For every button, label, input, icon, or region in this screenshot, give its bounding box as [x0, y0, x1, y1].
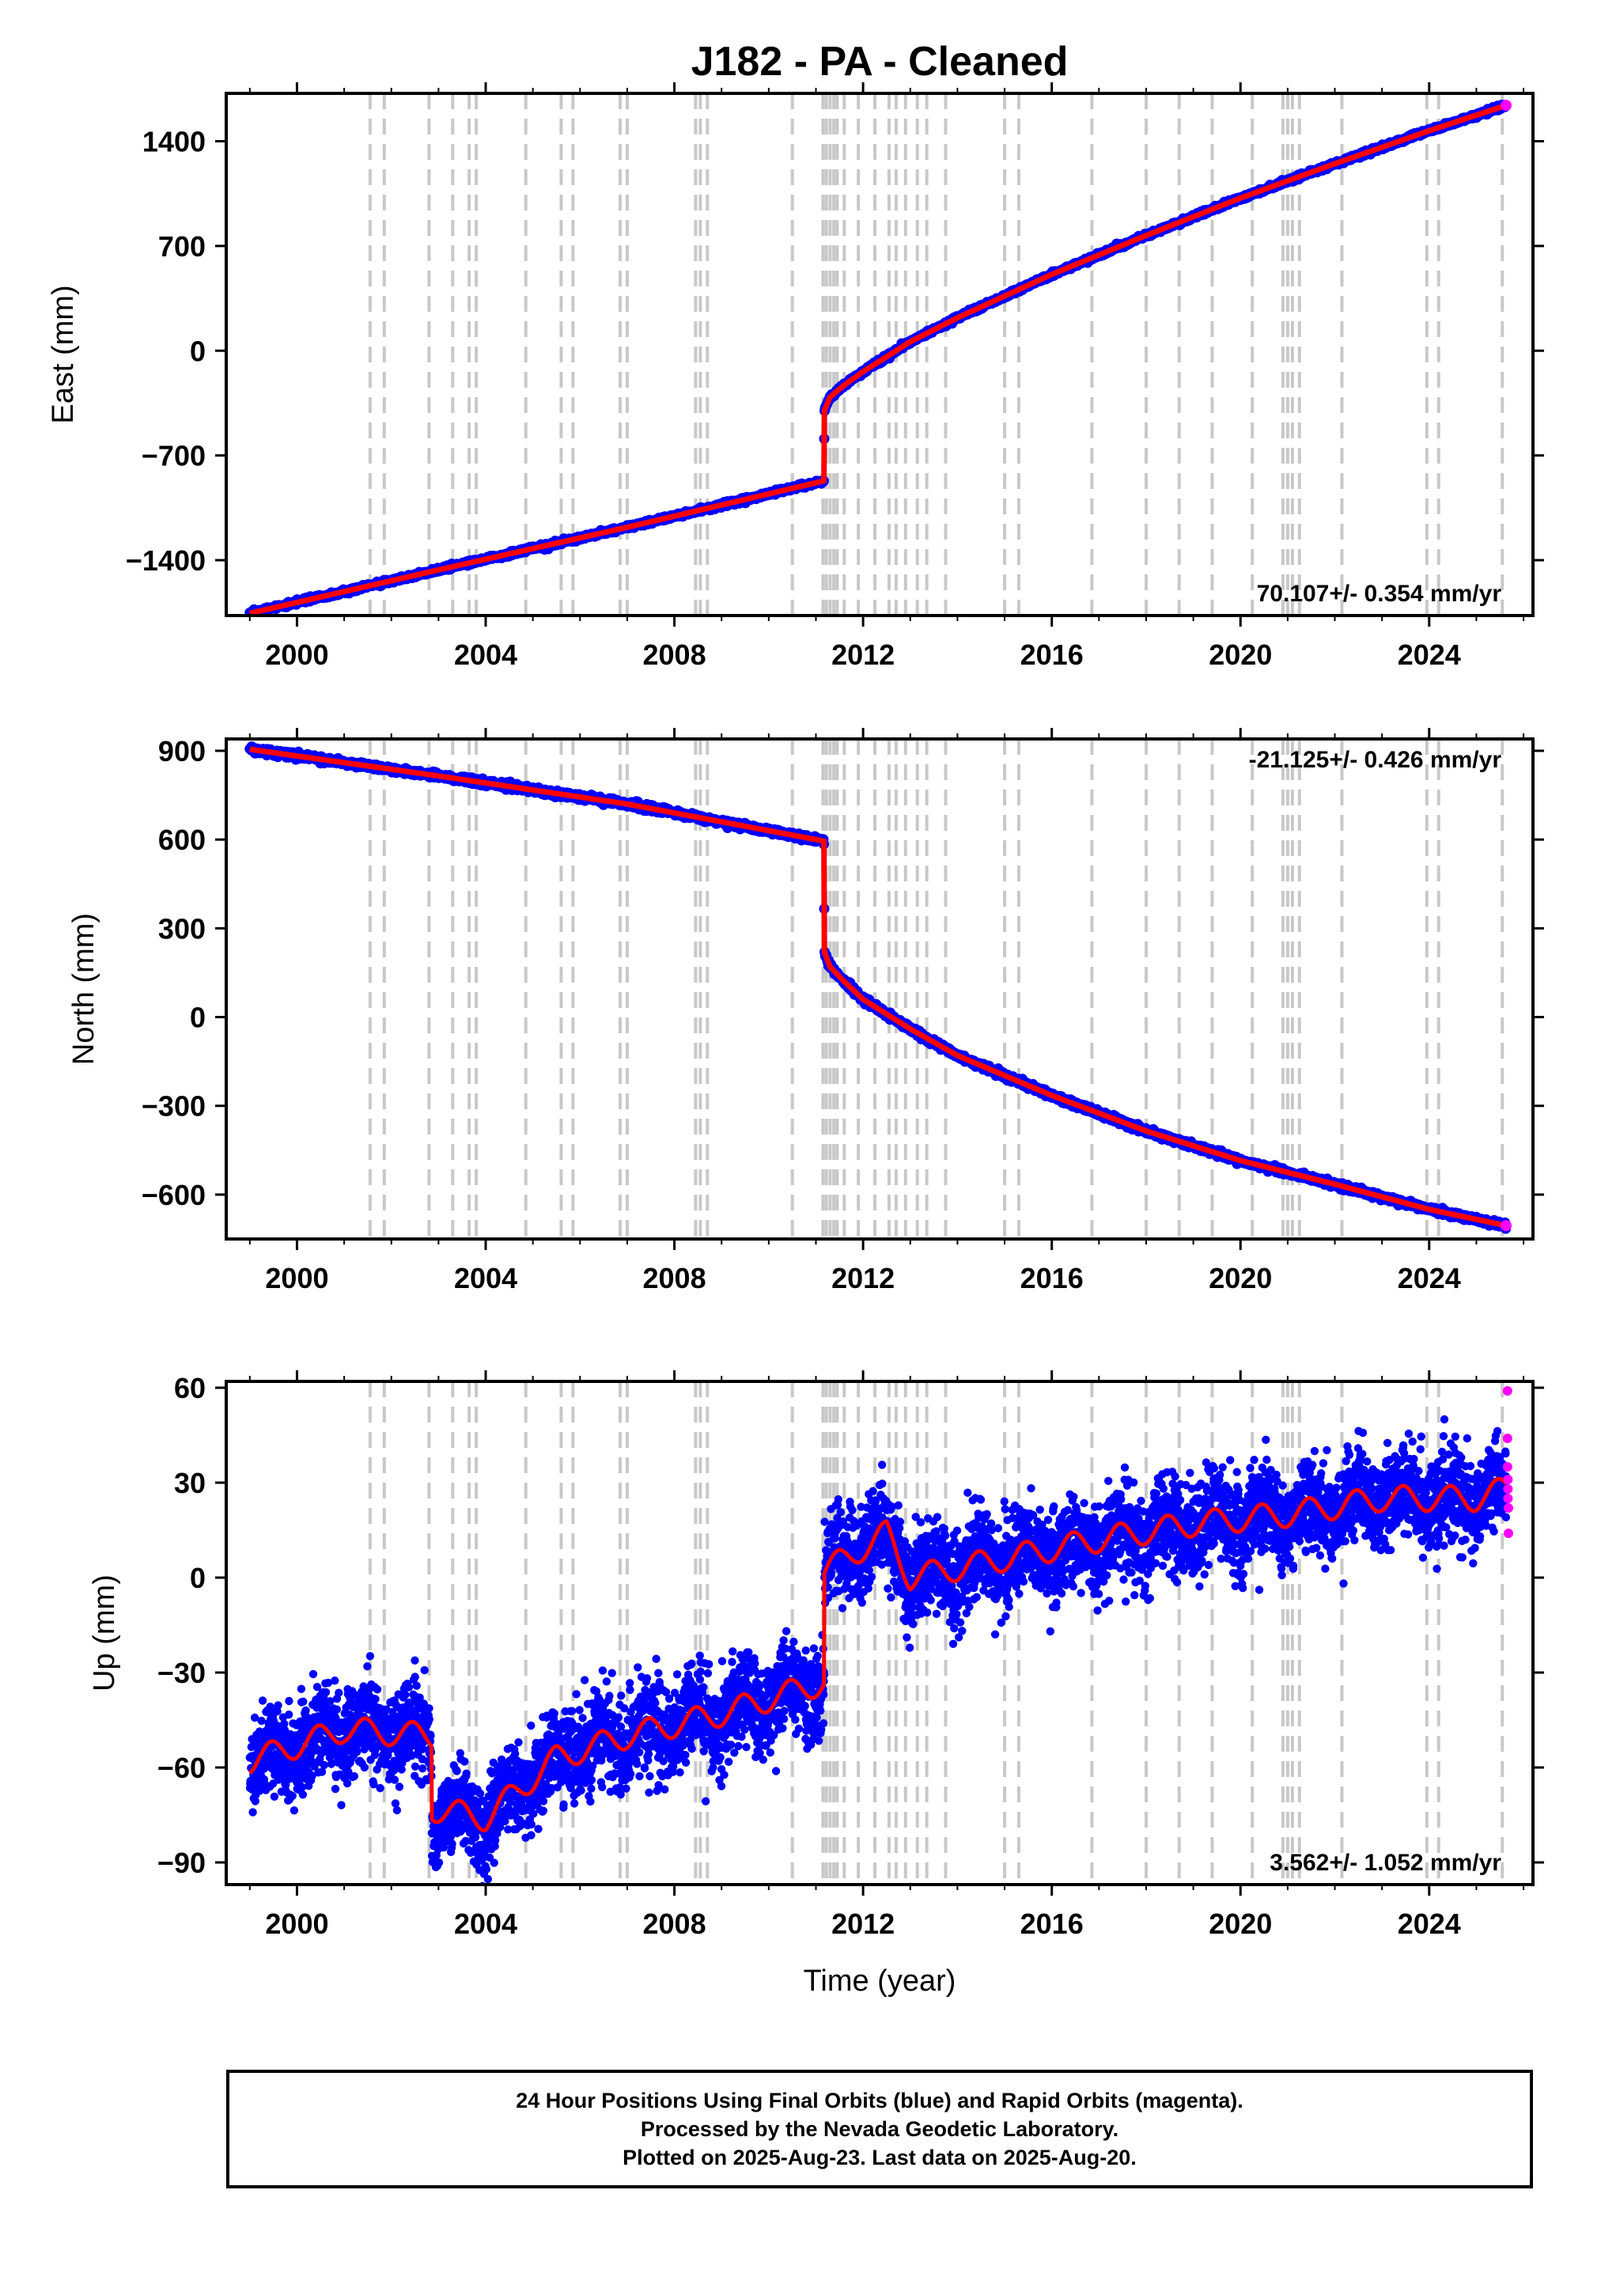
plot-area [244, 739, 1512, 1239]
y-tick-label: 0 [190, 1562, 206, 1594]
y-tick-label: 1400 [142, 126, 206, 158]
axes-frame [226, 1381, 1533, 1885]
final-orbit-dots [244, 741, 1511, 1233]
x-tick-label: 2020 [1209, 1908, 1272, 1940]
footer-line-3: Plotted on 2025-Aug-23. Last data on 202… [623, 2143, 1137, 2172]
rapid-orbit-point [1503, 1434, 1512, 1443]
y-tick-label: 900 [158, 735, 206, 767]
y-axis-label: East (mm) [47, 285, 80, 423]
y-axis-label: North (mm) [67, 913, 100, 1065]
velocity-rate-label: 3.562+/- 1.052 mm/yr [1270, 1850, 1501, 1876]
rapid-orbit-point [1503, 1494, 1512, 1503]
y-axis-label: Up (mm) [88, 1574, 121, 1692]
x-tick-label: 2012 [831, 1908, 895, 1940]
y-tick-label: −30 [157, 1657, 206, 1689]
velocity-rate-label: 70.107+/- 0.354 mm/yr [1257, 581, 1502, 607]
y-tick-label: 700 [158, 230, 206, 263]
x-tick-label: 2000 [265, 638, 328, 671]
velocity-rate-label: -21.125+/- 0.426 mm/yr [1249, 747, 1502, 773]
model-curve [250, 105, 1506, 613]
x-tick-label: 2024 [1398, 1908, 1461, 1940]
y-tick-label: 300 [158, 912, 206, 945]
x-tick-label: 2020 [1209, 1262, 1272, 1294]
plot-area [244, 93, 1512, 619]
final-orbit-points [244, 741, 1511, 1233]
x-tick-label: 2024 [1398, 638, 1461, 671]
y-tick-label: −700 [142, 440, 206, 472]
y-tick-label: 600 [158, 824, 206, 856]
footer-box: 24 Hour Positions Using Final Orbits (bl… [226, 2070, 1533, 2188]
x-tick-label: 2020 [1209, 638, 1272, 671]
y-tick-label: 60 [174, 1372, 206, 1404]
panel-up: 2000 2004 2008 2012 2016 2020 2024 60 30 0 −30 −60 −… [88, 1370, 1544, 1940]
rapid-orbit-point [1503, 1386, 1512, 1396]
plot-area [246, 1381, 1513, 1890]
rapid-orbit-point [1503, 1475, 1512, 1484]
x-tick-label: 2008 [643, 638, 706, 671]
x-tick-label: 2004 [454, 1262, 517, 1294]
y-tick-label: 30 [174, 1467, 206, 1499]
y-tick-label: 0 [190, 335, 206, 367]
final-orbit-points [246, 1415, 1511, 1890]
y-tick-label: 0 [190, 1002, 206, 1034]
rapid-orbit-point [1504, 1529, 1513, 1538]
model-curve [250, 749, 1506, 1226]
x-tick-label: 2016 [1020, 1908, 1084, 1940]
y-tick-label: −1400 [126, 544, 206, 577]
axes-frame [226, 739, 1533, 1239]
x-tick-label: 2000 [265, 1262, 328, 1294]
footer-line-2: Processed by the Nevada Geodetic Laborat… [641, 2115, 1118, 2143]
panel-east: 2000 2004 2008 2012 2016 2020 2024 1400 700 0 −700… [47, 82, 1544, 671]
x-tick-label: 2004 [454, 638, 517, 671]
rapid-orbit-point [1503, 1484, 1512, 1494]
x-axis-label: Time (year) [804, 1964, 956, 1998]
x-tick-label: 2012 [831, 1262, 895, 1294]
x-tick-label: 2016 [1020, 1262, 1084, 1294]
footer-line-1: 24 Hour Positions Using Final Orbits (bl… [516, 2086, 1243, 2115]
x-tick-label: 2000 [265, 1908, 328, 1940]
rapid-orbit-point [1504, 1503, 1513, 1513]
y-tick-label: −600 [142, 1179, 206, 1211]
x-tick-label: 2004 [454, 1908, 517, 1940]
panel-north: 2000 2004 2008 2012 2016 2020 2024 900 600 300 0 −3… [67, 728, 1544, 1294]
x-tick-label: 2008 [643, 1262, 706, 1294]
rapid-orbit-point [1501, 100, 1512, 111]
y-tick-label: −300 [142, 1090, 206, 1123]
x-tick-label: 2024 [1398, 1262, 1461, 1294]
rapid-orbit-point [1503, 1462, 1512, 1472]
final-orbit-dots [246, 1415, 1511, 1890]
x-tick-label: 2016 [1020, 638, 1084, 671]
x-tick-label: 2008 [643, 1908, 706, 1940]
x-tick-label: 2012 [831, 638, 895, 671]
y-tick-label: −90 [157, 1847, 206, 1879]
y-tick-label: −60 [157, 1752, 206, 1784]
chart-title: J182 - PA - Cleaned [691, 39, 1069, 85]
rapid-orbit-point [1501, 1220, 1512, 1231]
